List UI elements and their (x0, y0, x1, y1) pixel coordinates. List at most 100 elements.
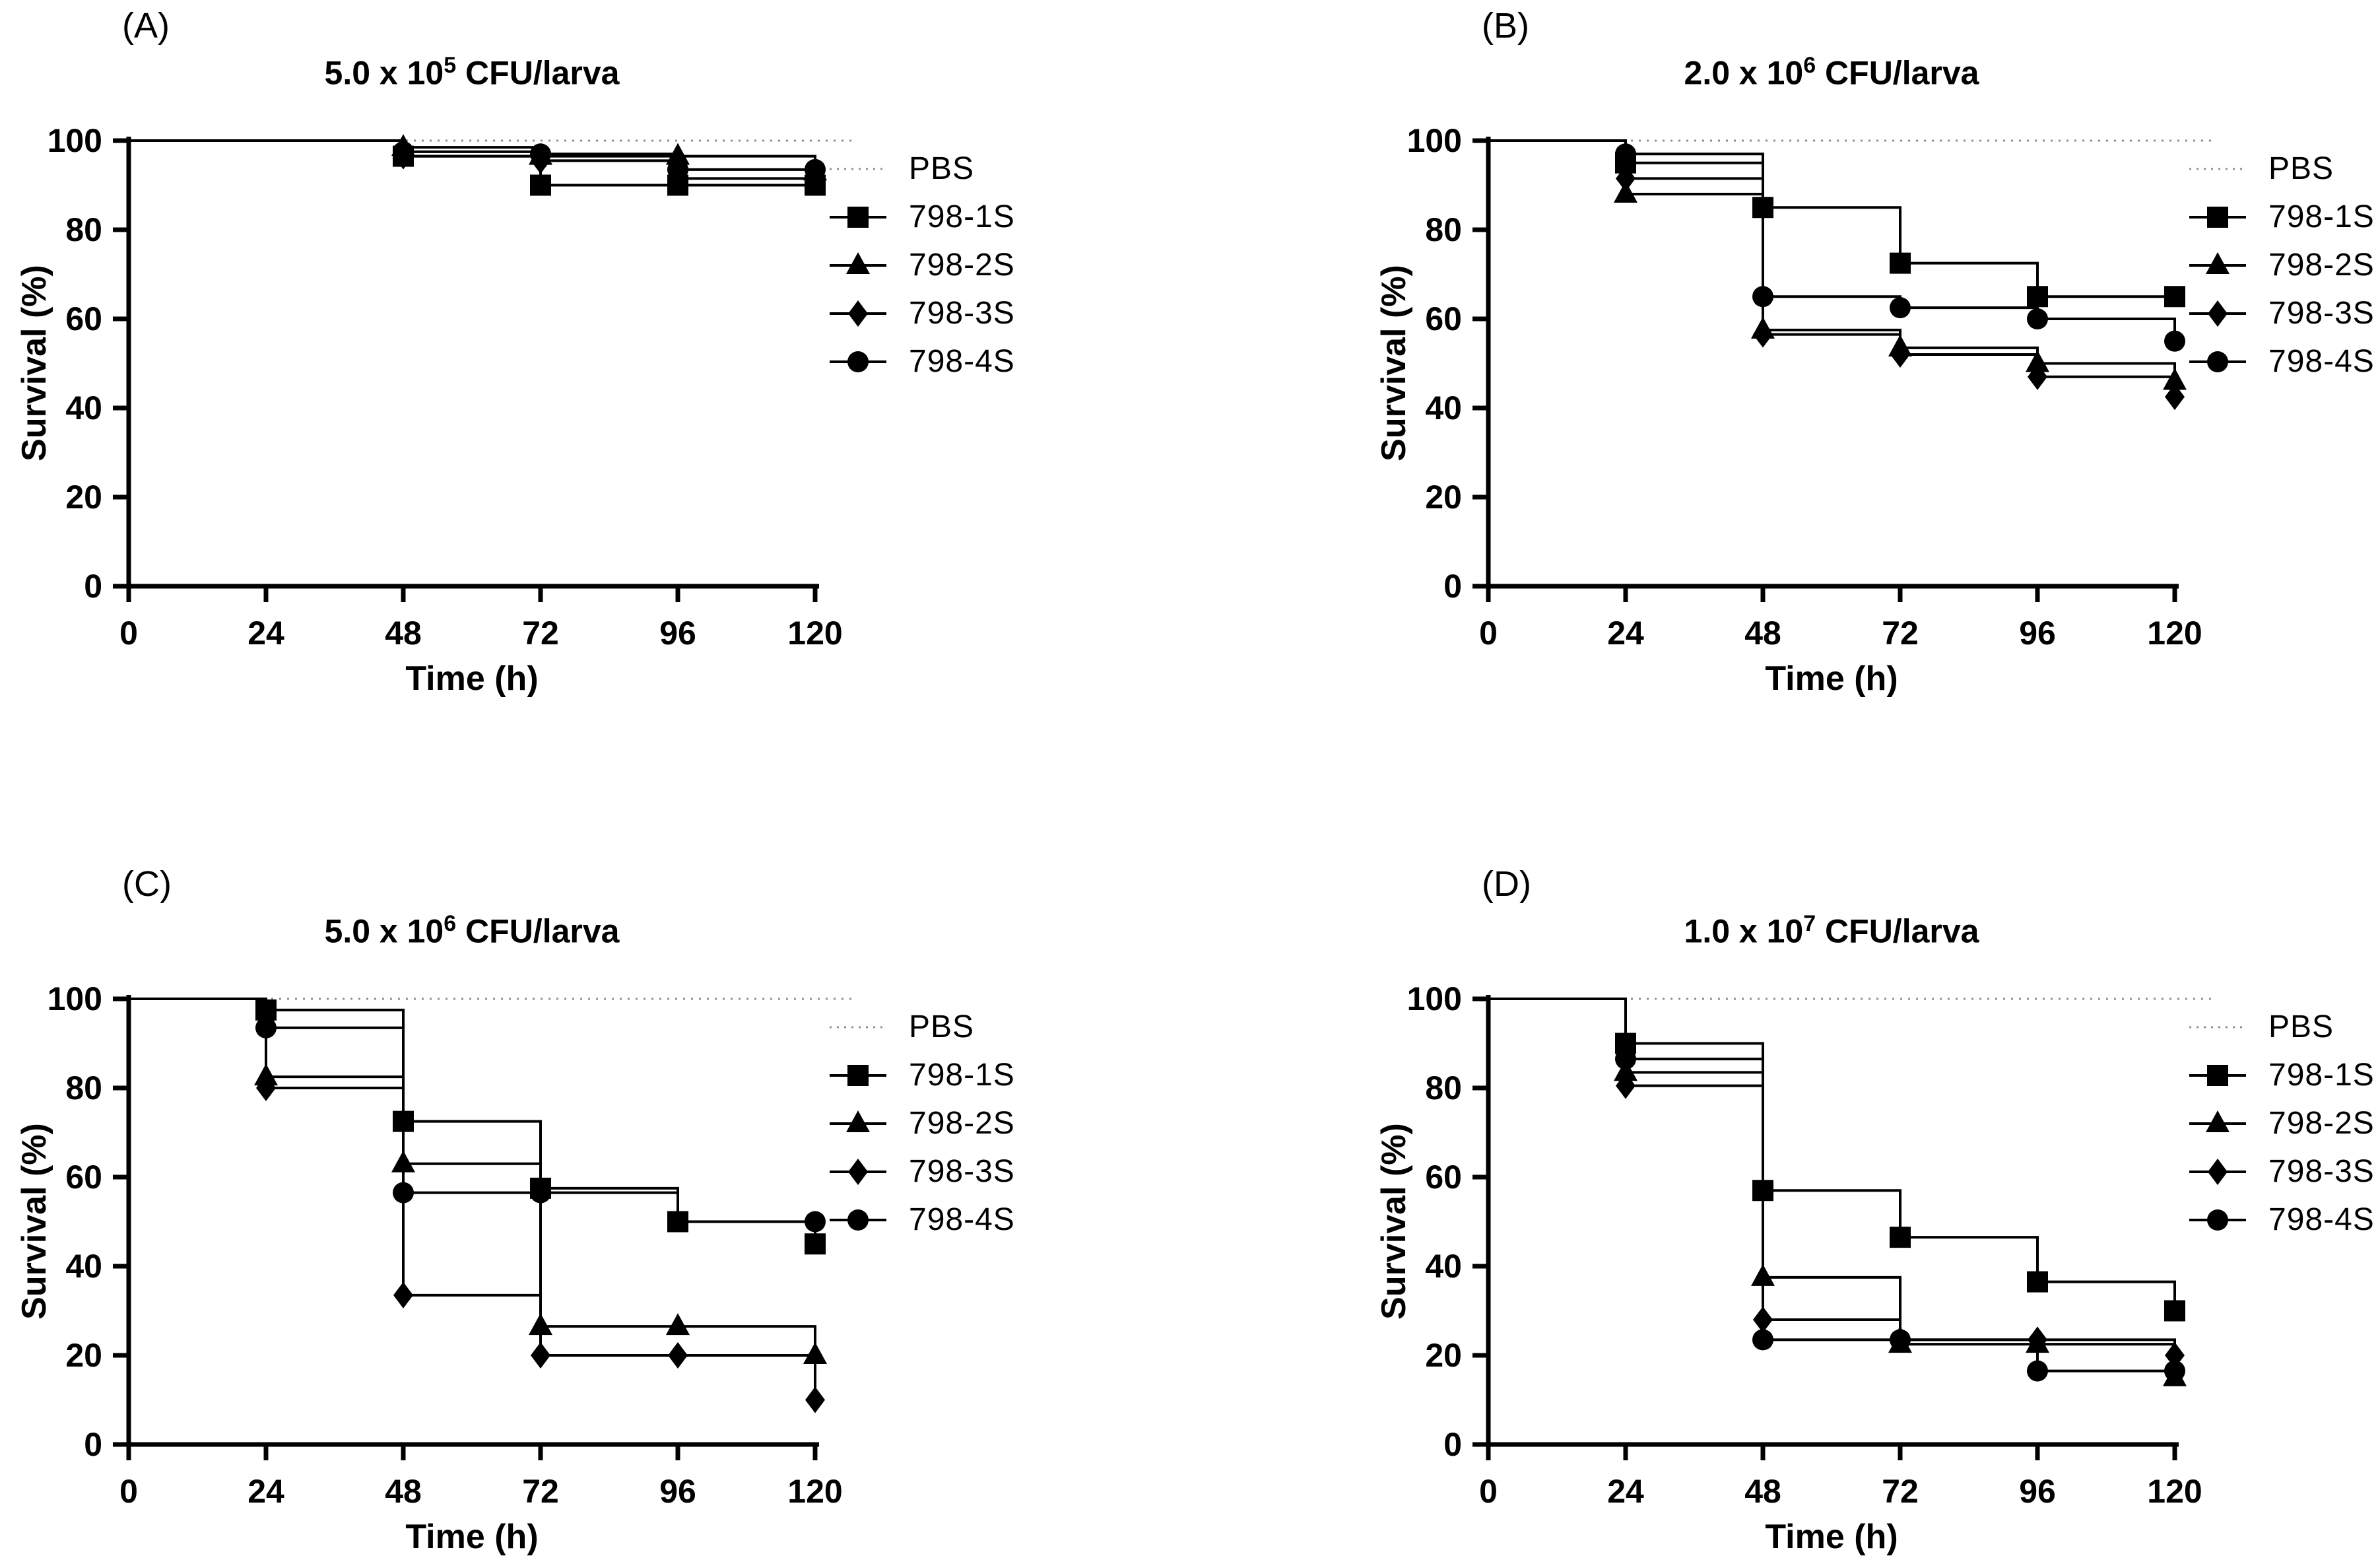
svg-text:80: 80 (65, 211, 102, 248)
svg-text:96: 96 (2019, 1473, 2056, 1510)
circle-marker-icon (830, 351, 886, 372)
legend-item-pbs: PBS (2188, 145, 2375, 193)
title-exponent: 7 (1803, 911, 1816, 936)
svg-text:48: 48 (1744, 1473, 1781, 1510)
title-suffix: CFU/larva (456, 912, 620, 950)
svg-text:0: 0 (1479, 1473, 1498, 1510)
title-exponent: 5 (444, 53, 457, 78)
legend-item-798-3s: 798-3S (828, 289, 1015, 337)
legend-item-pbs: PBS (828, 1003, 1015, 1051)
triangle-marker-icon (830, 252, 886, 274)
x-axis-label: Time (h) (1765, 660, 1898, 698)
svg-text:120: 120 (787, 1473, 842, 1510)
svg-text:60: 60 (65, 300, 102, 337)
svg-text:48: 48 (385, 615, 422, 652)
legend-label: 798-2S (909, 1106, 1015, 1141)
panel-title: 1.0 x 107 CFU/larva (1488, 911, 2175, 951)
panel-letter: (A) (122, 6, 170, 46)
svg-text:120: 120 (2147, 615, 2202, 652)
title-base: 5.0 x 10 (324, 912, 444, 950)
legend-label: PBS (2268, 151, 2334, 186)
legend-item-798-1s: 798-1S (2188, 1051, 2375, 1099)
pbs-dotted-line-icon (2189, 168, 2246, 170)
svg-text:72: 72 (1882, 615, 1919, 652)
svg-text:0: 0 (1443, 568, 1462, 605)
legend-item-798-4s: 798-4S (2188, 337, 2375, 386)
svg-text:80: 80 (1425, 1069, 1462, 1106)
panel-title: 5.0 x 106 CFU/larva (129, 911, 815, 951)
circle-marker-icon (2189, 1209, 2246, 1231)
svg-text:72: 72 (1882, 1473, 1919, 1510)
legend-item-798-1s: 798-1S (828, 193, 1015, 241)
panel-letter: (C) (122, 864, 172, 904)
legend: PBS 798-1S 798-2S 798-3S 798-4S (2188, 1003, 2375, 1244)
legend-item-pbs: PBS (2188, 1003, 2375, 1051)
legend-label: 798-3S (909, 1154, 1015, 1189)
title-suffix: CFU/larva (1816, 54, 1979, 92)
diamond-marker-icon (830, 300, 886, 327)
x-axis-label: Time (h) (1765, 1518, 1898, 1556)
km-plot: 0 20 40 60 80 100 0 24 48 72 96 120 (48, 980, 851, 1510)
legend-item-798-2s: 798-2S (828, 1099, 1015, 1147)
legend-label: PBS (909, 151, 975, 186)
svg-text:96: 96 (659, 1473, 696, 1510)
svg-text:24: 24 (248, 1473, 284, 1510)
legend-item-798-3s: 798-3S (2188, 1147, 2375, 1196)
svg-text:40: 40 (65, 1248, 102, 1285)
legend-label: 798-1S (909, 199, 1015, 234)
legend-label: PBS (2268, 1009, 2334, 1044)
legend: PBS 798-1S 798-2S 798-3S 798-4S (828, 1003, 1015, 1244)
legend-item-pbs: PBS (828, 145, 1015, 193)
title-base: 5.0 x 10 (324, 54, 444, 92)
title-exponent: 6 (444, 911, 457, 936)
title-base: 1.0 x 10 (1684, 912, 1804, 950)
legend-item-798-4s: 798-4S (828, 337, 1015, 386)
title-base: 2.0 x 10 (1684, 54, 1804, 92)
svg-text:40: 40 (1425, 1248, 1462, 1285)
legend-label: PBS (909, 1009, 975, 1044)
pbs-dotted-line-icon (830, 1026, 886, 1028)
panel-a: (A) 5.0 x 105 CFU/larva Survival (%) 0 20… (0, 0, 1020, 749)
diamond-marker-icon (2189, 300, 2246, 327)
legend-label: 798-3S (2268, 1154, 2375, 1189)
pbs-dotted-line-icon (830, 168, 886, 170)
diamond-marker-icon (830, 1158, 886, 1185)
svg-text:0: 0 (84, 568, 102, 605)
panel-letter: (B) (1482, 6, 1529, 46)
legend-item-798-4s: 798-4S (828, 1196, 1015, 1244)
legend-label: 798-2S (2268, 1106, 2375, 1141)
square-marker-icon (2189, 1064, 2246, 1086)
svg-text:48: 48 (385, 1473, 422, 1510)
svg-text:0: 0 (119, 1473, 138, 1510)
title-exponent: 6 (1803, 53, 1816, 78)
svg-text:24: 24 (1607, 1473, 1644, 1510)
svg-text:100: 100 (48, 122, 102, 159)
triangle-marker-icon (2189, 1110, 2246, 1132)
title-suffix: CFU/larva (1816, 912, 1979, 950)
legend-item-798-3s: 798-3S (2188, 289, 2375, 337)
panel-d: (D) 1.0 x 107 CFU/larva Survival (%) 0 20… (1360, 858, 2380, 1560)
legend-label: 798-4S (2268, 1202, 2375, 1237)
svg-text:100: 100 (1407, 980, 1462, 1017)
legend-item-798-1s: 798-1S (828, 1051, 1015, 1099)
legend-label: 798-4S (2268, 344, 2375, 379)
pbs-dotted-line-icon (2189, 1026, 2246, 1028)
svg-text:0: 0 (119, 615, 138, 652)
legend-item-798-4s: 798-4S (2188, 1196, 2375, 1244)
svg-text:60: 60 (65, 1159, 102, 1196)
svg-text:72: 72 (522, 1473, 559, 1510)
triangle-marker-icon (830, 1110, 886, 1132)
legend-label: 798-2S (2268, 248, 2375, 283)
legend-item-798-2s: 798-2S (828, 241, 1015, 289)
svg-text:24: 24 (248, 615, 284, 652)
panel-b: (B) 2.0 x 106 CFU/larva Survival (%) 0 20… (1360, 0, 2380, 749)
panel-letter: (D) (1482, 864, 1531, 904)
square-marker-icon (830, 1064, 886, 1086)
svg-text:40: 40 (1425, 390, 1462, 426)
svg-text:40: 40 (65, 390, 102, 426)
svg-text:20: 20 (65, 1337, 102, 1374)
legend-label: 798-3S (2268, 296, 2375, 331)
legend-label: 798-1S (2268, 199, 2375, 234)
svg-text:48: 48 (1744, 615, 1781, 652)
km-plot: 0 20 40 60 80 100 0 24 48 72 96 120 (48, 122, 851, 652)
